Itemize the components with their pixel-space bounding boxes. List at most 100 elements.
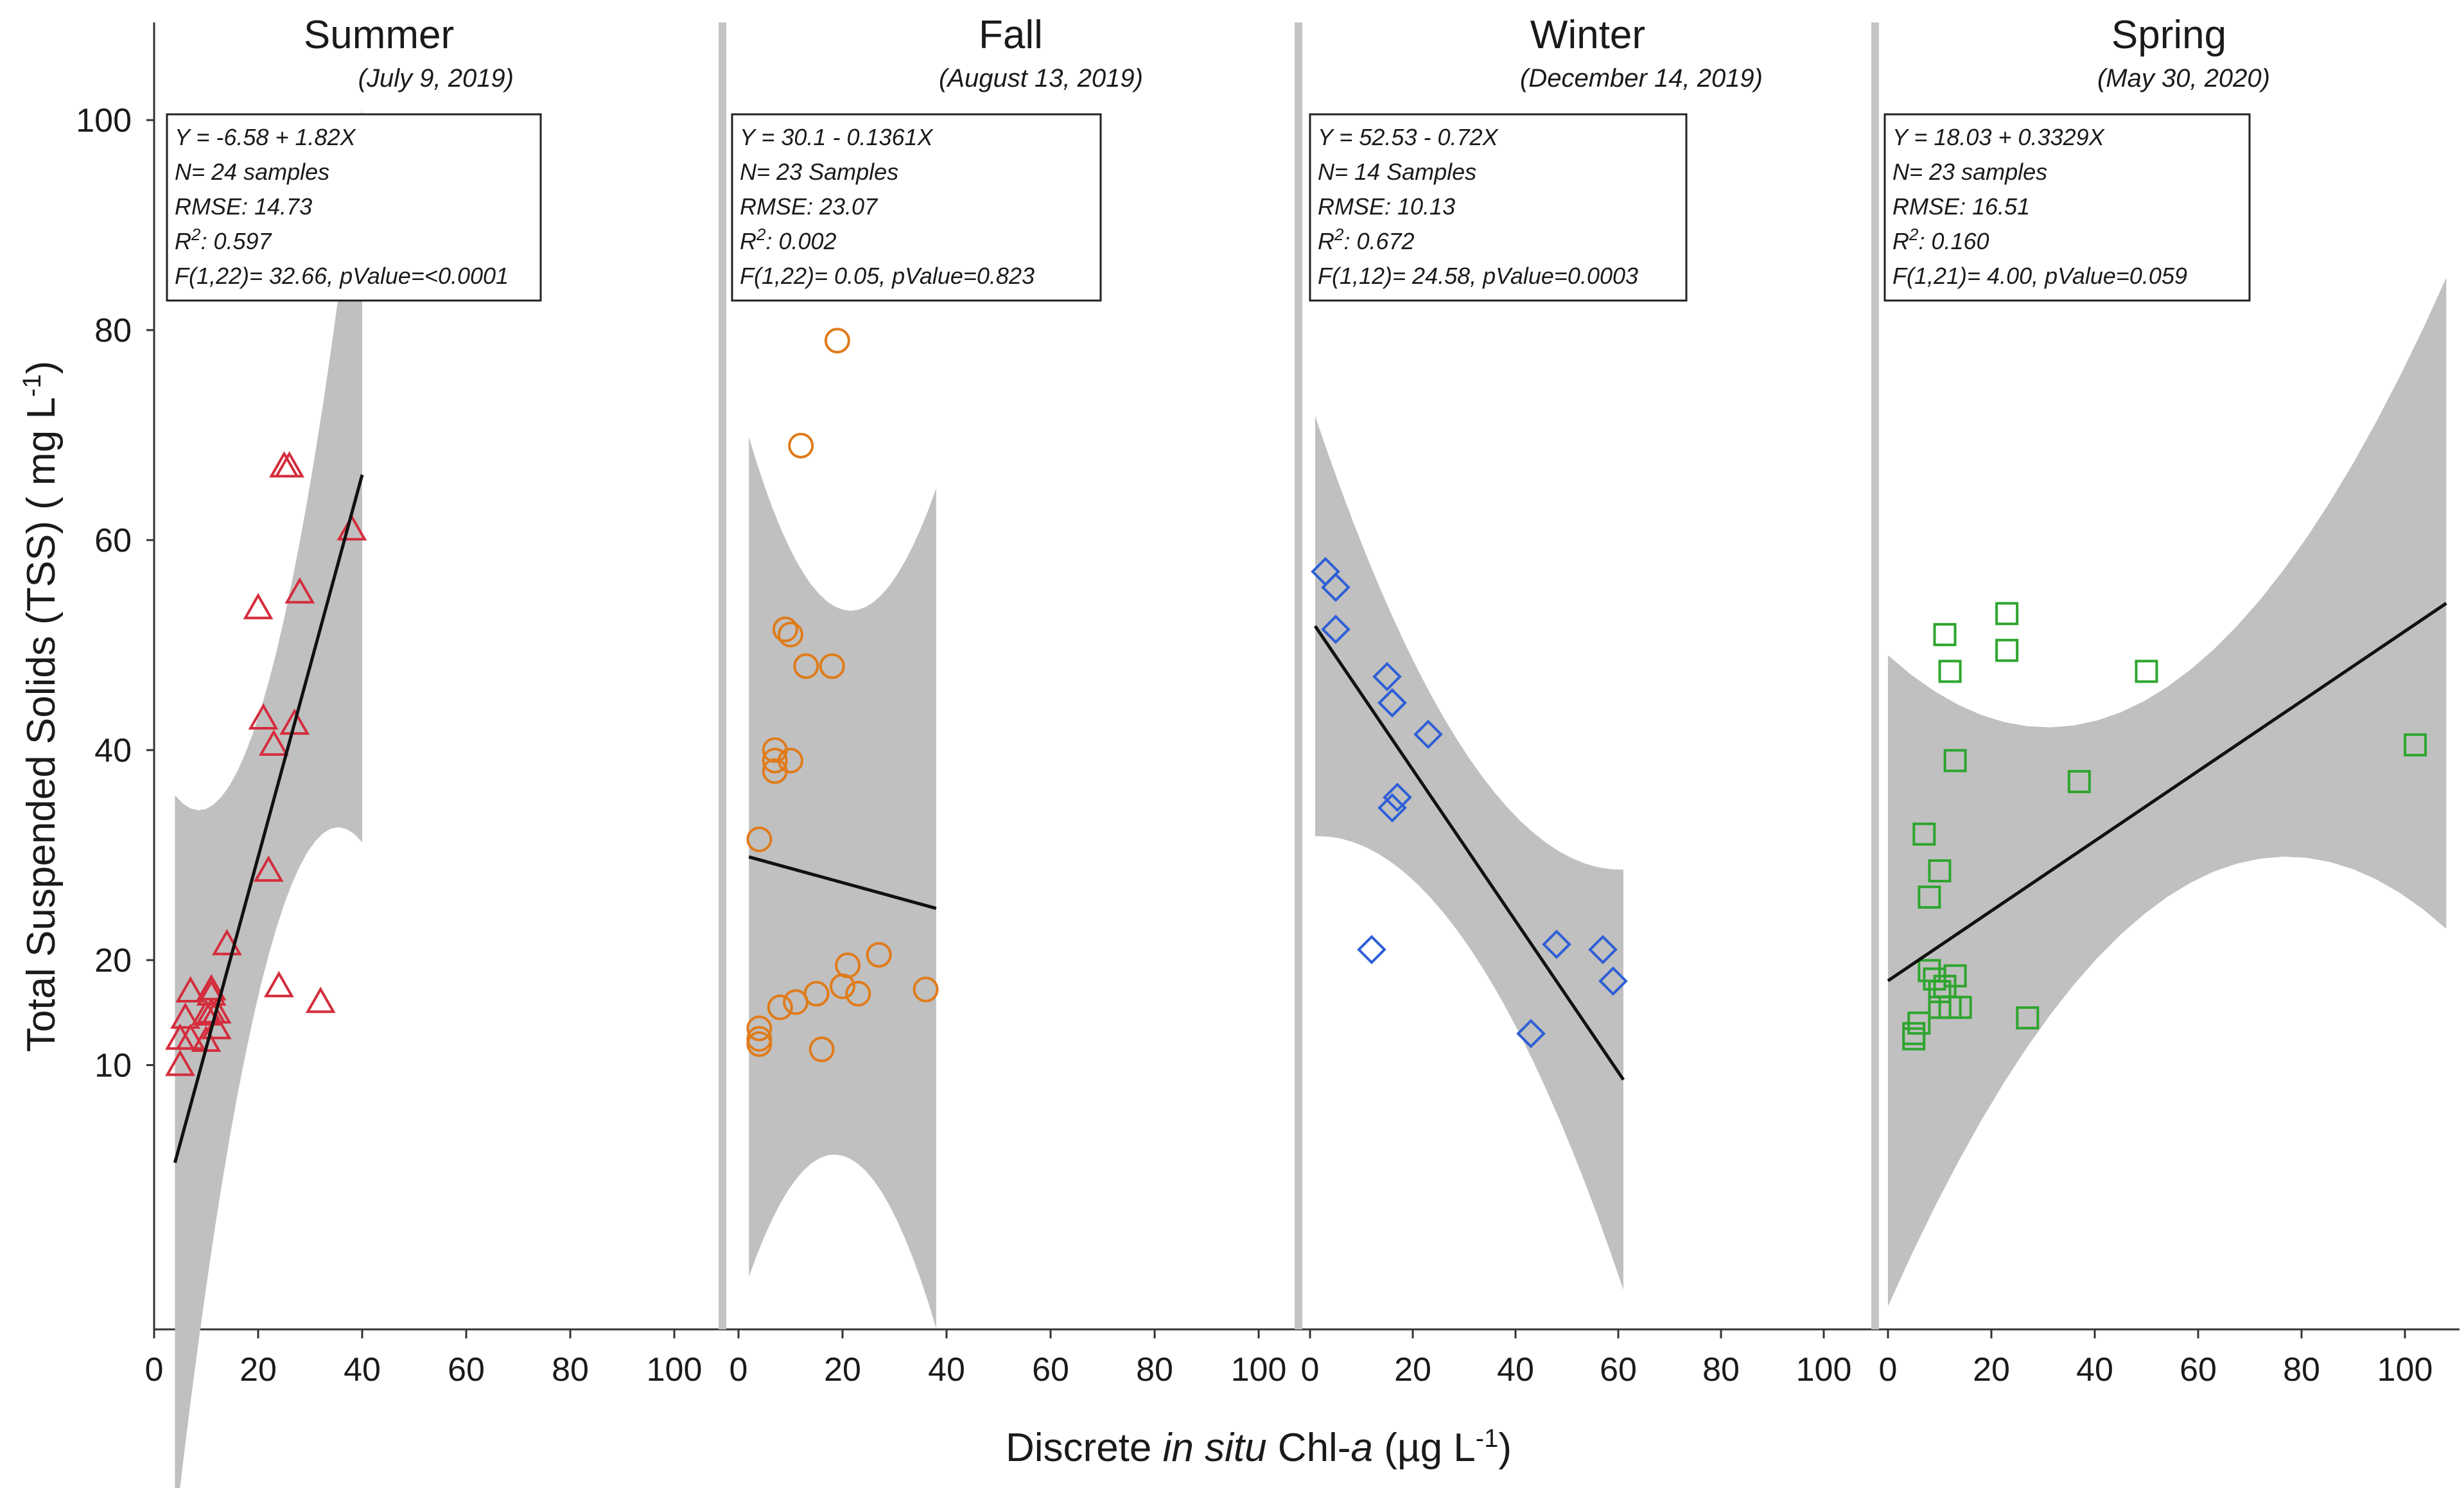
stats-line: F(1,21)= 4.00, pValue=0.059 [1892, 263, 2187, 289]
panel-subtitle: (August 13, 2019) [939, 64, 1143, 92]
x-tick-label: 100 [2377, 1351, 2433, 1388]
stats-line: RMSE: 10.13 [1318, 193, 1455, 220]
stats-line: R2: 0.597 [175, 225, 273, 254]
panel-fall: Fall (August 13, 2019) Y = 30.1 - 0.1361X N… [730, 13, 1287, 1388]
data-point [1943, 964, 1967, 988]
data-point [1902, 1027, 1926, 1051]
y-tick-label: 10 [94, 1047, 132, 1085]
data-point [165, 1049, 195, 1076]
data-point [243, 593, 274, 620]
x-tick-label: 40 [928, 1351, 965, 1388]
stats-line: N= 23 Samples [740, 159, 898, 185]
x-tick-label: 0 [145, 1351, 164, 1388]
stats-box [1309, 113, 1688, 302]
stats-r-sup: 2 [1334, 225, 1344, 244]
stats-r: R [175, 228, 191, 254]
fit-line [748, 855, 937, 910]
x-tick-label: 80 [1702, 1351, 1740, 1388]
x-tick-label: 40 [344, 1351, 381, 1388]
data-point [1321, 615, 1350, 644]
panel-title: Summer [304, 13, 454, 57]
panel-subtitle: (July 9, 2019) [358, 64, 514, 92]
data-point [808, 1036, 835, 1062]
x-tick-label: 60 [1600, 1351, 1637, 1388]
y-axis-title-sup: -1 [18, 374, 46, 398]
data-point [866, 941, 892, 968]
x-tick-label: 100 [1231, 1351, 1287, 1388]
data-point [305, 986, 336, 1013]
stats-box [731, 113, 1102, 302]
stats-line: RMSE: 23.07 [740, 193, 878, 220]
data-point [1516, 1019, 1546, 1049]
stats-r-value: : 0.672 [1343, 228, 1414, 254]
data-point [819, 653, 845, 679]
y-axis-title-end: ) [19, 361, 64, 374]
stats-r-sup: 2 [756, 225, 766, 244]
x-axis-title-pre: Discrete [1006, 1426, 1163, 1470]
fit-line [1313, 625, 1625, 1081]
data-point [196, 979, 227, 1006]
stats-r-value: : 0.597 [200, 228, 272, 254]
data-point [1377, 793, 1407, 823]
stats-line: N= 14 Samples [1318, 159, 1476, 185]
x-tick-label: 0 [730, 1351, 748, 1388]
data-point [835, 952, 861, 979]
panel-subtitle: (May 30, 2020) [2097, 64, 2270, 92]
x-tick-label: 0 [1879, 1351, 1898, 1388]
stats-line: RMSE: 14.73 [175, 193, 312, 220]
data-point [762, 748, 788, 774]
data-point [170, 1002, 201, 1029]
panel-title: Winter [1530, 13, 1645, 57]
x-axis-title-italic2: a [1350, 1426, 1372, 1470]
data-point [767, 994, 793, 1020]
x-axis-title-italic: in situ [1163, 1426, 1267, 1470]
x-tick-label: 100 [1796, 1351, 1852, 1388]
data-point [746, 1026, 773, 1052]
x-tick-label: 0 [1301, 1351, 1320, 1388]
stats-line: Y = 18.03 + 0.3329X [1892, 124, 2106, 150]
x-axis-title-mid: Chl- [1267, 1426, 1351, 1470]
data-point [1928, 859, 1952, 883]
x-tick-label: 20 [824, 1351, 861, 1388]
data-point [772, 616, 798, 642]
stats-box [1883, 113, 2251, 302]
y-tick-label: 100 [76, 102, 132, 139]
data-point [1943, 749, 1967, 773]
x-tick-label: 20 [240, 1351, 277, 1388]
data-point [1918, 885, 1941, 909]
stats-line: RMSE: 16.51 [1892, 193, 2030, 220]
data-point [253, 855, 284, 882]
data-point [1938, 660, 1962, 683]
fit-line [173, 474, 364, 1164]
x-tick-label: 20 [1394, 1351, 1431, 1388]
stats-line: N= 23 samples [1892, 159, 2047, 185]
y-tick-label: 60 [94, 522, 132, 559]
y-tick-label: 20 [94, 942, 132, 979]
data-point [1907, 1011, 1931, 1035]
stats-line: F(1,12)= 24.58, pValue=0.0003 [1318, 263, 1638, 289]
x-tick-label: 40 [2076, 1351, 2113, 1388]
x-tick-label: 80 [552, 1351, 589, 1388]
data-point [913, 976, 939, 1002]
stats-r: R [740, 228, 756, 254]
data-point [336, 514, 367, 541]
data-point [2135, 660, 2158, 683]
data-point [258, 729, 289, 756]
x-tick-label: 80 [2283, 1351, 2320, 1388]
data-point [191, 999, 222, 1026]
panel-spring: Spring (May 30, 2020) Y = 18.03 + 0.3329X N… [1879, 13, 2447, 1388]
panel-separator [719, 22, 726, 1329]
stats-line: R2: 0.160 [1892, 225, 1989, 254]
data-point [201, 1013, 232, 1040]
data-point [175, 976, 206, 1003]
panel-separator [1295, 22, 1302, 1329]
panel-summer: Summer (July 9, 2019) Y = -6.58 + 1.82X N= … [145, 13, 702, 1488]
data-point [1912, 822, 1936, 846]
data-point [1372, 661, 1402, 692]
stats-line: N= 24 samples [175, 159, 329, 185]
data-point [201, 997, 232, 1024]
x-tick-label: 80 [1136, 1351, 1173, 1388]
data-point [788, 432, 814, 459]
